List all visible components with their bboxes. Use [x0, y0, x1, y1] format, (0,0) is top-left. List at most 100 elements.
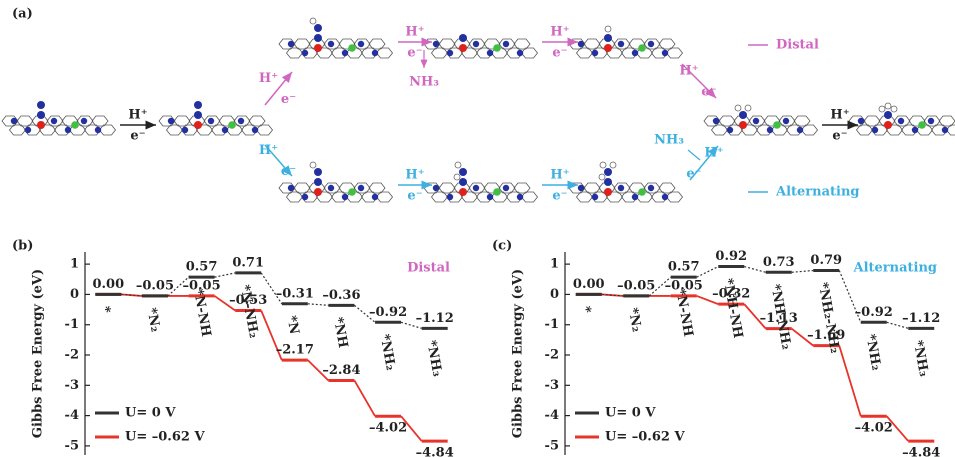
y-tick-label: 0 [550, 287, 559, 302]
hexagon [369, 39, 385, 49]
atom [648, 185, 654, 191]
metal-atom [459, 188, 467, 196]
hexagon [287, 192, 303, 202]
h-atom [745, 105, 751, 111]
atom [302, 50, 308, 56]
value-label: 0.00 [92, 277, 124, 292]
value-label: –4.02 [369, 421, 407, 436]
electron-label: e⁻ [130, 129, 145, 144]
hexagon [369, 183, 385, 193]
y-tick-label: -4 [65, 408, 79, 423]
released-label: NH₃ [409, 75, 439, 90]
legend-label: U= –0.62 V [125, 430, 205, 445]
hexagon [174, 116, 190, 126]
atom [632, 194, 638, 200]
metal-atom [37, 121, 45, 129]
value-label: –1.12 [416, 311, 454, 326]
h-atom [600, 162, 606, 168]
atom [872, 127, 878, 133]
panel-label: (b) [12, 239, 33, 254]
atom [618, 41, 624, 47]
atom [342, 50, 348, 56]
hexagon [577, 48, 593, 58]
h-atom [310, 18, 316, 24]
hexagon [584, 39, 600, 49]
atom [662, 194, 668, 200]
x-category-label: *N₂ [144, 307, 163, 334]
connector [354, 380, 375, 416]
n-atom [314, 178, 322, 186]
hexagon [294, 183, 310, 193]
atom [11, 118, 17, 124]
hexagon [577, 192, 593, 202]
atom [182, 127, 188, 133]
x-category-label: *NH₂ [862, 333, 883, 372]
proton-label: H⁺ [259, 143, 278, 158]
hexagon [432, 48, 448, 58]
legend-label: Alternating [775, 185, 860, 200]
value-label: 0.73 [763, 255, 795, 270]
legend-label: U= 0 V [605, 406, 656, 421]
atom [493, 44, 501, 52]
atom [503, 185, 509, 191]
value-label: –2.84 [322, 363, 360, 378]
metal-atom [739, 121, 747, 129]
x-category-label: * [577, 305, 593, 314]
hexagon [257, 125, 273, 135]
panel-label: (a) [12, 7, 33, 22]
n-atom [884, 111, 892, 119]
h-atom [455, 162, 461, 168]
hexagon [377, 48, 393, 58]
hexagon [100, 125, 116, 135]
h-atom [879, 106, 885, 112]
proton-label: H⁺ [550, 168, 569, 183]
atom [503, 41, 509, 47]
proton-label: H⁺ [830, 108, 849, 123]
y-tick-label: -1 [65, 317, 79, 332]
n-atom [314, 24, 322, 32]
h-atom [310, 162, 316, 168]
atom [372, 50, 378, 56]
value-label: –0.36 [322, 288, 360, 303]
n-atom [604, 34, 612, 42]
n-atom [194, 111, 202, 119]
electron-label: e⁻ [407, 46, 422, 61]
atom [358, 41, 364, 47]
catalyst-model [569, 26, 683, 58]
connector [308, 304, 329, 306]
atom [773, 121, 781, 129]
value-label: 0.71 [232, 255, 264, 270]
metal-atom [604, 188, 612, 196]
value-label: 0.00 [573, 277, 605, 292]
n-atom [604, 178, 612, 186]
y-axis-label: Gibbs Free Energy (eV) [31, 269, 46, 438]
atom [662, 50, 668, 56]
value-label: –0.05 [617, 278, 655, 293]
proton-label: H⁺ [259, 71, 278, 86]
figure: (a)H⁺e⁻H⁺e⁻H⁺e⁻H⁺e⁻H⁺e⁻H⁺e⁻H⁺e⁻H⁺e⁻H⁺e⁻H… [0, 0, 955, 457]
connector [792, 270, 814, 272]
electron-label: e⁻ [281, 164, 296, 179]
value-label: –4.84 [902, 446, 940, 457]
atom [797, 127, 803, 133]
hexagon [439, 183, 455, 193]
hexagon [432, 192, 448, 202]
n-atom [314, 34, 322, 42]
hexagon [522, 48, 538, 58]
atom [51, 118, 57, 124]
atom [252, 127, 258, 133]
connector [839, 346, 861, 417]
metal-atom [194, 121, 202, 129]
h-atom [610, 162, 616, 168]
atom [783, 118, 789, 124]
atom [288, 185, 294, 191]
atom [578, 41, 584, 47]
y-tick-label: -5 [65, 438, 79, 453]
catalyst-model [704, 105, 818, 135]
hexagon [659, 39, 675, 49]
value-label: –2.17 [276, 343, 314, 358]
hexagon [294, 39, 310, 49]
atom [493, 188, 501, 196]
h-atom [599, 174, 605, 180]
x-category-label: *NH₂ [377, 333, 398, 372]
